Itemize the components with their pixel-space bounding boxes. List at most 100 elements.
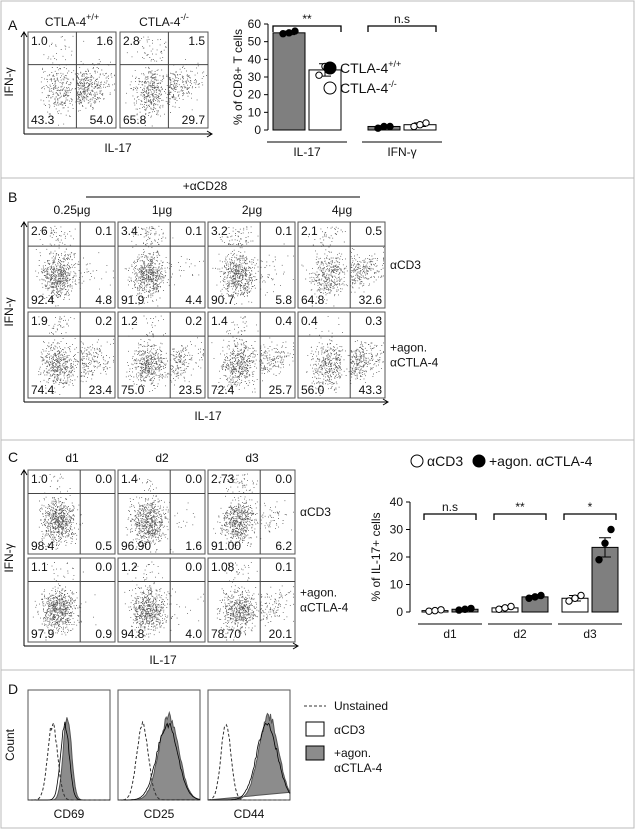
quadrant-value: 5.8 <box>275 293 292 307</box>
title-text: CTLA-4 <box>45 15 87 29</box>
data-point <box>571 594 579 602</box>
y-tick-label: 10 <box>390 578 404 592</box>
data-point <box>565 597 573 605</box>
data-point <box>461 605 469 613</box>
axis-label: IFN-γ <box>2 67 16 96</box>
column-label: d3 <box>245 451 259 465</box>
quadrant-value: 1.5 <box>188 34 205 48</box>
legend-name: CTLA-4 <box>340 60 388 76</box>
data-point <box>531 593 539 601</box>
quadrant-value: 0.1 <box>275 560 292 574</box>
scatter-dots <box>213 473 294 550</box>
plot-frame <box>117 311 206 399</box>
quadrant-value: 98.4 <box>31 539 55 553</box>
data-point <box>431 606 439 615</box>
scatter-dots <box>125 315 204 393</box>
quadrant-value: 1.0 <box>31 34 48 48</box>
quadrant-value: 97.9 <box>31 627 55 641</box>
legend-sup: +/+ <box>388 59 401 69</box>
row-label: +agon. <box>390 341 427 355</box>
plot-frame <box>297 311 386 399</box>
data-point <box>410 122 418 131</box>
legend-text: αCTLA-4 <box>334 761 383 775</box>
quadrant-value: 43.3 <box>359 383 383 397</box>
quadrant-value: 56.0 <box>301 383 325 397</box>
quadrant-value: 4.4 <box>185 293 202 307</box>
marker-label: CD25 <box>144 807 175 821</box>
column-label: 4μg <box>332 203 352 217</box>
x-tick-label: d3 <box>583 627 597 641</box>
significance: n.s <box>394 12 410 26</box>
axis-arrow <box>382 398 389 406</box>
data-point <box>607 525 615 534</box>
axis-label: IFN-γ <box>2 543 16 572</box>
significance-bracket <box>367 25 437 32</box>
quadrant-value: 1.1 <box>31 560 48 574</box>
y-tick-label: 0 <box>396 605 403 619</box>
legend-name: αCD3 <box>427 453 463 469</box>
quadrant-value: 78.70 <box>211 627 241 641</box>
data-point <box>437 606 445 614</box>
plot-frame <box>119 31 209 129</box>
scatter-dots <box>124 561 204 641</box>
data-point <box>507 602 515 611</box>
row-label: αCD3 <box>300 505 331 519</box>
row-label: +agon. <box>300 586 337 600</box>
row-label: αCTLA-4 <box>390 356 439 370</box>
plot-frame <box>117 469 206 555</box>
quadrant-value: 3.2 <box>211 224 228 238</box>
quadrant-value: 0.0 <box>185 472 202 486</box>
histogram-agonist <box>117 710 201 801</box>
data-point <box>537 591 545 600</box>
y-tick-label: 10 <box>248 105 262 119</box>
significance-bracket <box>563 513 617 520</box>
plot-title: CTLA-4+/+ <box>45 12 99 29</box>
quadrant-value: 0.9 <box>95 627 112 641</box>
data-point <box>425 607 433 615</box>
quadrant-value: 0.5 <box>95 539 112 553</box>
quadrant-value: 0.0 <box>95 472 112 486</box>
axis-label: % of CD8+ T cells <box>231 29 245 125</box>
significance: ** <box>302 12 312 26</box>
significance-bracket <box>423 513 477 520</box>
plot-frame <box>207 557 296 643</box>
axis-arrow <box>292 642 299 650</box>
axis-label: IFN-γ <box>2 297 16 326</box>
quadrant-value: 43.3 <box>31 113 55 127</box>
quadrant-value: 1.4 <box>211 314 228 328</box>
legend-agonist <box>305 745 325 761</box>
scatter-dots <box>216 561 294 641</box>
data-point <box>315 71 323 79</box>
data-point <box>525 594 533 602</box>
bar <box>308 69 342 131</box>
plot-frame <box>207 221 296 309</box>
axis-arrow <box>20 469 28 476</box>
quadrant-value: 0.4 <box>301 314 318 328</box>
title-sup: +/+ <box>86 12 99 22</box>
quadrant-value: 4.8 <box>95 293 112 307</box>
legend-name: +agon. αCTLA-4 <box>489 453 593 469</box>
marker-label: CD69 <box>54 807 85 821</box>
legend-name: CTLA-4 <box>340 80 388 96</box>
data-point <box>577 591 585 600</box>
y-tick-label: 30 <box>248 70 262 84</box>
quadrant-value: 96.90 <box>121 539 151 553</box>
legend-text: CTLA-4-/- <box>340 79 397 96</box>
column-label: 0.25μg <box>54 203 91 217</box>
data-point <box>501 604 509 612</box>
plot-frame <box>297 221 386 309</box>
data-point <box>455 606 463 614</box>
scatter-dots <box>32 562 97 641</box>
x-tick-label: d2 <box>513 627 527 641</box>
row-label: αCTLA-4 <box>300 601 349 615</box>
data-point <box>495 605 503 613</box>
plot-frame <box>207 311 296 399</box>
legend-marker <box>472 454 486 468</box>
column-label: d1 <box>65 451 79 465</box>
plot-title: CTLA-4-/- <box>139 12 189 29</box>
significance-bracket <box>493 513 547 520</box>
histogram-agonist <box>28 717 110 801</box>
scatter-dots <box>38 315 114 396</box>
quadrant-value: 1.9 <box>31 314 48 328</box>
